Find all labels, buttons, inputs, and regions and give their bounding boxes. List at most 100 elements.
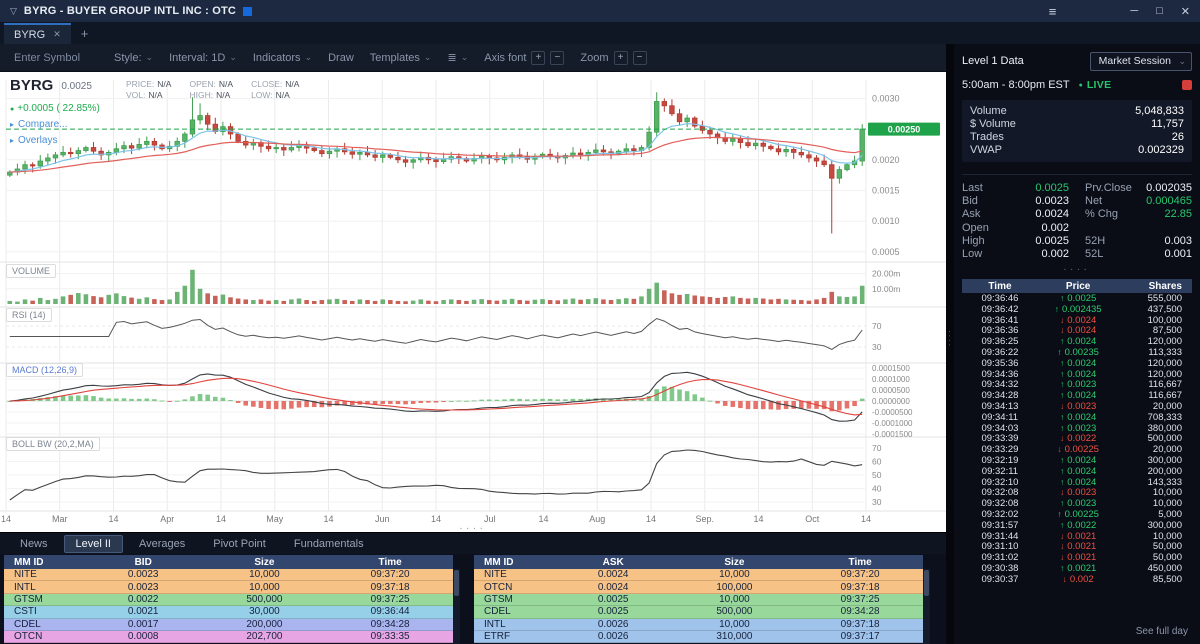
level2-bid-row[interactable]: CDEL 0.0017 200,000 09:34:28: [4, 618, 453, 631]
symbol-input[interactable]: [12, 50, 98, 65]
draw-button[interactable]: Draw: [328, 51, 354, 64]
level2-ask-row[interactable]: GTSM 0.0025 10,000 09:37:25: [474, 593, 923, 607]
tape-row: 09:30:37 0.002 85,500: [962, 574, 1192, 585]
level2-bid-row[interactable]: GTSM 0.0022 500,000 09:37:25: [4, 593, 453, 607]
tape-row: 09:31:57 0.0022 300,000: [962, 520, 1192, 531]
menu-icon[interactable]: ≡: [1048, 3, 1057, 19]
trade-direction-icon: [1060, 423, 1064, 433]
trade-direction-icon: [1060, 336, 1064, 346]
bottom-tab[interactable]: Level II: [63, 534, 123, 553]
close-icon[interactable]: ✕: [1180, 5, 1190, 18]
level2-ask-row[interactable]: INTL 0.0026 10,000 09:37:18: [474, 618, 923, 631]
new-tab-button[interactable]: +: [80, 25, 89, 41]
trade-direction-icon: [1060, 477, 1064, 487]
horizontal-resize-handle[interactable]: ∙∙∙∙: [459, 523, 487, 534]
axis-font-increase-button[interactable]: +: [531, 50, 546, 65]
axis-font-decrease-button[interactable]: −: [550, 50, 565, 65]
svg-text:May: May: [266, 514, 284, 524]
boll-panel-label: BOLL BW (20,2,MA): [6, 437, 100, 451]
svg-text:40: 40: [872, 484, 882, 494]
level2-ask-row[interactable]: OTCN 0.0024 100,000 09:37:18: [474, 581, 923, 594]
level2-bid-row[interactable]: CSTI 0.0021 30,000 09:36:44: [4, 606, 453, 619]
trade-direction-icon: [1060, 325, 1064, 335]
minimize-icon[interactable]: ─: [1130, 5, 1139, 17]
bottom-tab[interactable]: Averages: [138, 537, 186, 550]
time-and-sales: 09:36:46 0.0025 555,000 09:36:42 0.00243…: [962, 293, 1192, 585]
tape-row: 09:32:19 0.0024 300,000: [962, 455, 1192, 466]
quote-row: Ask 0.0024: [962, 208, 1069, 221]
interval-menu[interactable]: Interval: 1D ⌄: [169, 51, 237, 64]
market-hours: 5:00am - 8:00pm EST: [962, 79, 1070, 91]
compare-link[interactable]: ▸ Compare...: [10, 119, 68, 130]
level2-bid-row[interactable]: INTL 0.0023 10,000 09:37:18: [4, 581, 453, 594]
quote-grid: Last 0.0025 Bid 0.0023 Ask 0.0024 O: [962, 174, 1192, 261]
level2-bid-row[interactable]: OTCN 0.0008 202,700 09:33:35: [4, 630, 453, 644]
tab-byrg[interactable]: BYRG ✕: [4, 23, 71, 44]
tape-row: 09:36:36 0.0024 87,500: [962, 325, 1192, 336]
ohlc-stat: OPEN: N/A: [189, 79, 234, 89]
svg-text:0.0015: 0.0015: [872, 185, 900, 195]
panel-resize-handle[interactable]: ∙∙∙∙: [1063, 264, 1091, 276]
svg-text:-0.0001500: -0.0001500: [872, 430, 913, 439]
svg-text:Sep.: Sep.: [695, 514, 714, 524]
bottom-tab[interactable]: Pivot Point: [213, 537, 266, 550]
ohlc-stat: CLOSE: N/A: [251, 79, 300, 89]
svg-text:0.0001000: 0.0001000: [872, 375, 910, 384]
svg-text:Jun: Jun: [375, 514, 390, 524]
chart-options-menu[interactable]: ≣ ⌄: [447, 51, 468, 64]
svg-text:Apr: Apr: [160, 514, 174, 524]
overlays-link[interactable]: ▸ Overlays: [10, 135, 58, 146]
chart-section: Style: ⌄ Interval: 1D ⌄ Indicators ⌄ Dra…: [0, 44, 946, 644]
see-full-day-link[interactable]: See full day: [1135, 626, 1188, 637]
tape-row: 09:36:22 0.00235 113,333: [962, 347, 1192, 358]
ohlc-stat: PRICE: N/A: [125, 79, 172, 89]
tape-row: 09:34:36 0.0024 120,000: [962, 369, 1192, 380]
svg-text:30: 30: [872, 497, 882, 507]
tab-bar: BYRG ✕ +: [0, 22, 1200, 44]
svg-text:60: 60: [872, 457, 882, 467]
red-indicator-icon[interactable]: [1182, 80, 1192, 90]
scrollbar[interactable]: [923, 569, 930, 644]
tab-label: BYRG: [14, 28, 46, 41]
style-menu[interactable]: Style: ⌄: [114, 51, 154, 64]
scrollbar-thumb[interactable]: [924, 570, 929, 596]
chart-canvas[interactable]: 14 Mar 14 Apr 14 May 14 Jun 14 Jul 14 Aug 14 Sep. 14 Oc…: [0, 72, 946, 534]
bottom-tab[interactable]: Fundamentals: [293, 537, 364, 550]
volume-panel-label: VOLUME: [6, 264, 57, 278]
trade-direction-icon: [1060, 498, 1064, 508]
svg-text:50: 50: [872, 470, 882, 480]
axis-font-label: Axis font: [484, 51, 527, 64]
session-select[interactable]: Market Session ⌄: [1089, 51, 1192, 71]
quote-row: High 0.0025: [962, 234, 1069, 247]
maximize-icon[interactable]: □: [1156, 5, 1163, 17]
splitter-dots-icon: ∙∙∙∙: [945, 330, 955, 349]
chevron-down-icon: ⌄: [145, 52, 154, 62]
quote-row: 52L 0.001: [1085, 247, 1192, 260]
zoom-out-button[interactable]: −: [632, 50, 647, 65]
bottom-tab[interactable]: News: [20, 537, 48, 550]
rsi-panel-label: RSI (14): [6, 308, 52, 322]
level2-ask-row[interactable]: NITE 0.0024 10,000 09:37:20: [474, 569, 923, 582]
svg-text:-0.0001000: -0.0001000: [872, 419, 913, 428]
tape-row: 09:34:28 0.0024 116,667: [962, 390, 1192, 401]
level2-ask-row[interactable]: ETRF 0.0026 310,000 09:37:17: [474, 630, 923, 644]
svg-text:14: 14: [646, 514, 656, 524]
level2-ask-row[interactable]: CDEL 0.0025 500,000 09:34:28: [474, 606, 923, 619]
price-chart-svg: 14 Mar 14 Apr 14 May 14 Jun 14 Jul 14 Aug 14 Sep. 14 Oc…: [0, 80, 946, 524]
zoom-in-button[interactable]: +: [613, 50, 628, 65]
trade-direction-icon: [1060, 293, 1064, 303]
tab-close-icon[interactable]: ✕: [53, 29, 61, 39]
quote-row: [1085, 222, 1192, 235]
trade-direction-icon: [1060, 412, 1064, 422]
templates-menu[interactable]: Templates ⌄: [369, 51, 432, 64]
indicators-menu[interactable]: Indicators ⌄: [252, 51, 313, 64]
macd-panel-label: MACD (12,26,9): [6, 363, 84, 377]
scrollbar-thumb[interactable]: [454, 570, 459, 596]
scrollbar[interactable]: [453, 569, 460, 644]
trade-direction-icon: [1060, 455, 1064, 465]
level2-bid-table: MM ID BID Size Time NITE 0.0023 10,000 0…: [4, 555, 460, 644]
level2-bid-row[interactable]: NITE 0.0023 10,000 09:37:20: [4, 569, 453, 582]
tape-row: 09:33:29 0.00225 20,000: [962, 444, 1192, 455]
vertical-splitter[interactable]: ∙∙∙∙: [945, 44, 955, 644]
